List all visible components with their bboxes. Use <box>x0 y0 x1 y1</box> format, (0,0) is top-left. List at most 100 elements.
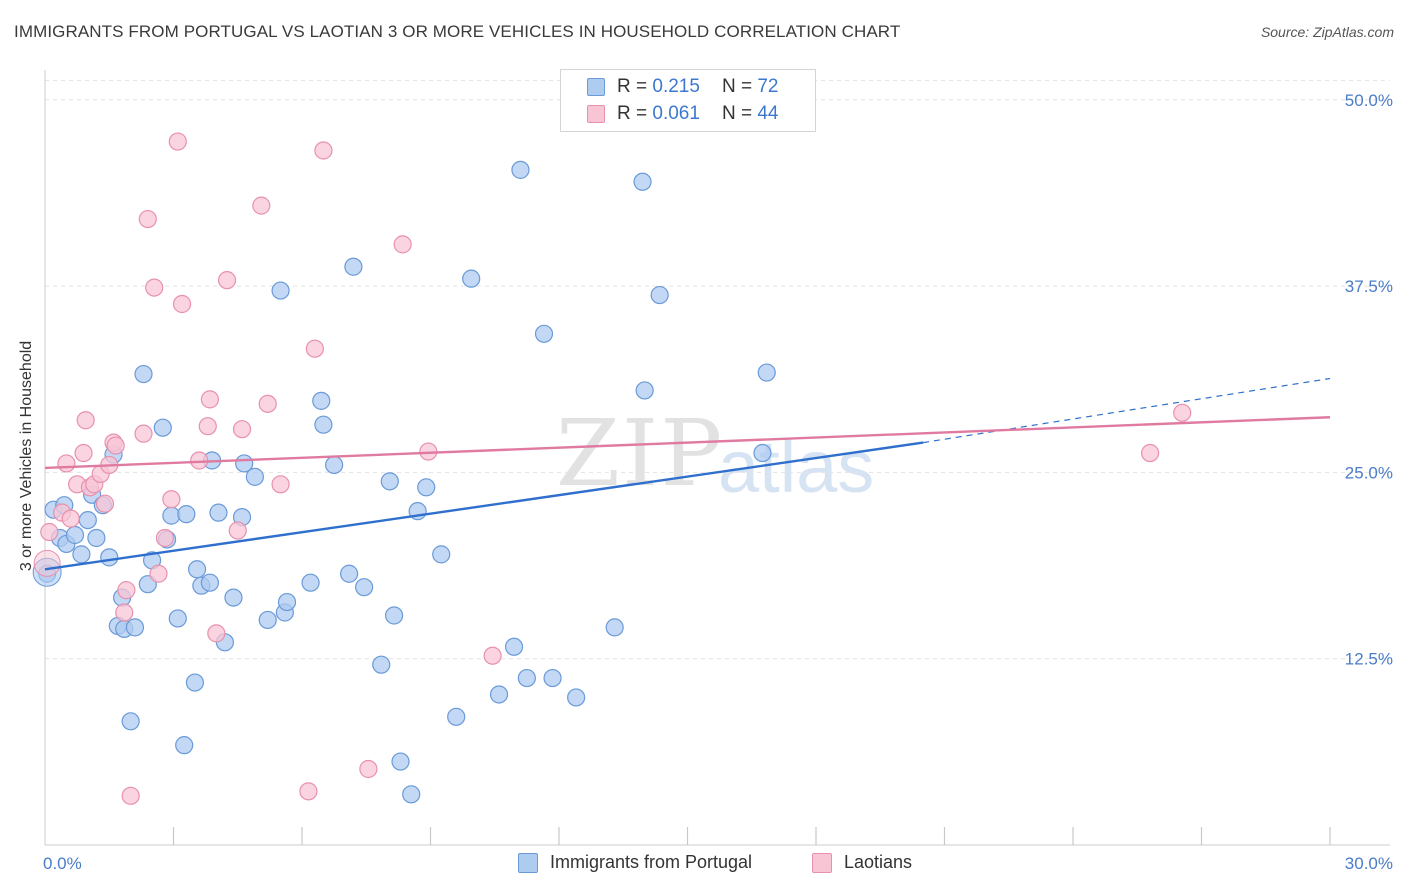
point-laotians <box>106 436 125 455</box>
point-portugal <box>153 418 172 437</box>
point-portugal <box>277 592 297 612</box>
point-laotians <box>57 454 76 473</box>
point-portugal <box>432 545 451 564</box>
point-portugal <box>372 655 391 674</box>
legend-row-portugal: R = 0.215 N = 72 <box>587 75 778 99</box>
point-portugal <box>650 285 669 305</box>
point-laotians <box>76 411 95 430</box>
point-portugal <box>462 269 481 288</box>
point-laotians <box>271 475 290 494</box>
point-laotians <box>228 521 247 540</box>
trendline-portugal <box>44 441 924 571</box>
point-portugal <box>175 736 194 755</box>
point-laotians <box>121 786 140 805</box>
y-tick-label: 37.5% <box>1345 277 1393 296</box>
point-portugal <box>224 588 243 607</box>
point-portugal <box>517 668 536 688</box>
point-laotians <box>232 420 252 439</box>
point-portugal <box>100 548 119 567</box>
point-portugal <box>447 707 466 726</box>
point-portugal <box>271 281 290 300</box>
point-portugal <box>504 637 524 656</box>
point-portugal <box>209 503 228 522</box>
point-portugal <box>245 467 264 486</box>
legend-n-label: N = <box>721 103 753 124</box>
legend: R = 0.215 N = 72 R = 0.061 N = 44 <box>560 69 816 132</box>
point-portugal <box>78 510 97 530</box>
legend-n-value-laotians: 44 <box>757 103 779 124</box>
y-tick-label: 25.0% <box>1345 463 1393 482</box>
point-portugal <box>65 525 85 545</box>
point-laotians <box>40 522 59 542</box>
point-portugal <box>72 545 91 564</box>
point-portugal <box>325 455 344 475</box>
point-portugal <box>511 160 530 179</box>
point-portugal <box>258 610 277 630</box>
point-portugal <box>134 364 153 384</box>
point-portugal <box>125 618 145 637</box>
point-portugal <box>344 257 363 276</box>
point-portugal <box>489 685 509 704</box>
x-tick-label-max: 30.0% <box>1345 854 1393 873</box>
point-portugal <box>633 172 652 191</box>
legend-r-value-portugal: 0.215 <box>652 76 700 97</box>
point-laotians <box>117 581 136 600</box>
point-laotians <box>138 209 157 229</box>
point-laotians <box>252 196 271 215</box>
point-laotians <box>314 141 333 160</box>
bottom-legend-swatch-laotians <box>812 852 832 873</box>
point-portugal <box>543 668 562 688</box>
point-portugal <box>121 712 140 731</box>
point-portugal <box>340 564 359 583</box>
point-laotians <box>145 278 164 297</box>
point-laotians <box>149 564 168 583</box>
x-tick-label-min: 0.0% <box>43 854 82 873</box>
bottom-legend-item-portugal: Immigrants from Portugal <box>518 852 752 873</box>
point-laotians <box>299 782 318 801</box>
point-laotians <box>168 132 187 151</box>
point-laotians <box>162 490 181 509</box>
bottom-legend-item-laotians: Laotians <box>812 852 912 873</box>
point-portugal <box>301 573 320 592</box>
point-portugal <box>753 443 772 463</box>
point-portugal <box>312 391 331 410</box>
point-portugal <box>384 606 404 625</box>
point-portugal <box>534 324 554 343</box>
point-portugal <box>162 506 181 525</box>
point-laotians <box>207 624 226 643</box>
source-label: Source: ZipAtlas.com <box>1260 24 1394 40</box>
chart-title: IMMIGRANTS FROM PORTUGAL VS LAOTIAN 3 OR… <box>14 22 901 41</box>
trendline-laotians <box>44 416 1331 470</box>
point-laotians <box>134 424 153 443</box>
point-portugal <box>380 472 399 491</box>
bottom-legend: Immigrants from Portugal Laotians <box>0 852 1406 878</box>
legend-swatch-laotians <box>587 105 605 123</box>
legend-row-laotians: R = 0.061 N = 44 <box>587 102 778 126</box>
point-laotians <box>198 417 217 436</box>
point-portugal <box>87 528 106 548</box>
bottom-legend-label-laotians: Laotians <box>844 852 913 872</box>
legend-n-label: N = <box>721 76 753 97</box>
point-portugal <box>168 609 187 628</box>
point-laotians <box>217 271 237 290</box>
point-laotians <box>1140 443 1160 463</box>
point-portugal <box>635 381 654 400</box>
point-laotians <box>155 528 175 548</box>
legend-swatch-portugal <box>587 78 605 96</box>
point-portugal <box>200 573 220 592</box>
point-laotians <box>115 603 134 622</box>
point-portugal <box>391 752 410 771</box>
legend-r-label: R = <box>617 76 648 97</box>
point-laotians <box>258 394 277 413</box>
point-laotians <box>393 235 412 254</box>
point-portugal <box>567 688 586 707</box>
legend-n-value-portugal: 72 <box>757 76 779 97</box>
point-laotians <box>483 646 502 665</box>
point-laotians <box>200 390 220 409</box>
point-laotians <box>172 294 192 314</box>
bottom-legend-swatch-portugal <box>518 852 538 873</box>
point-portugal <box>355 578 374 597</box>
point-portugal <box>605 618 624 637</box>
point-cluster-laotians <box>33 549 61 577</box>
